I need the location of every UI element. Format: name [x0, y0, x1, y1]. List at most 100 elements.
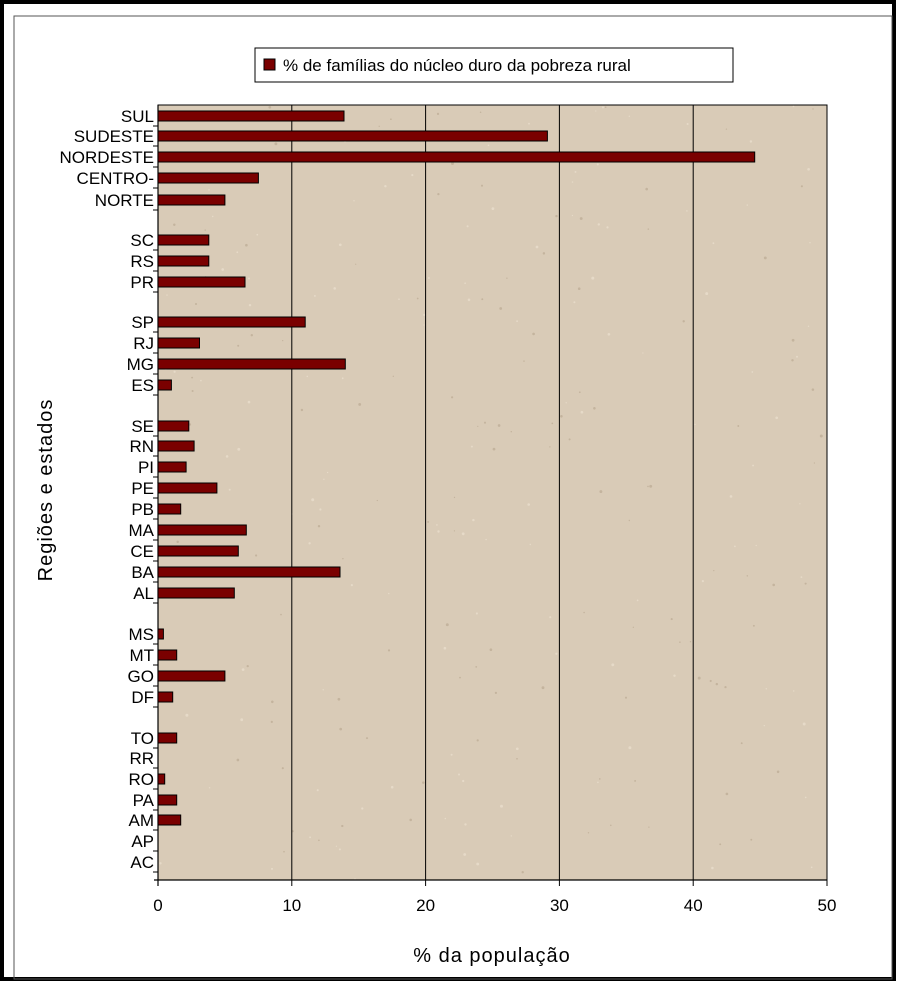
texture-speck [338, 243, 342, 247]
texture-speck [437, 192, 440, 196]
texture-speck [583, 611, 585, 614]
texture-speck [494, 691, 498, 695]
texture-speck [274, 142, 278, 146]
texture-speck [528, 122, 530, 125]
texture-speck [323, 478, 325, 480]
texture-speck [475, 666, 478, 668]
legend-box [254, 47, 734, 83]
texture-speck [713, 569, 715, 572]
bar-sudeste [157, 130, 548, 142]
texture-speck [341, 377, 344, 380]
texture-speck [339, 727, 343, 731]
texture-speck [751, 371, 754, 373]
texture-speck [607, 332, 611, 336]
texture-speck [390, 118, 392, 121]
category-label: AL [133, 584, 154, 603]
texture-speck [694, 423, 696, 426]
x-tick-labels: 0 10 20 30 40 50 [153, 880, 836, 915]
texture-speck [750, 838, 753, 841]
texture-speck [228, 488, 231, 491]
texture-speck [601, 106, 605, 109]
texture-speck [270, 720, 273, 724]
x-axis-title: % da população [413, 945, 570, 967]
legend-label: % de famílias do núcleo duro da pobreza … [283, 56, 631, 75]
texture-speck [579, 217, 583, 220]
texture-speck [311, 498, 315, 502]
y-axis-title: Regiões e estados [35, 399, 57, 582]
texture-speck [596, 163, 599, 166]
texture-speck [477, 425, 479, 428]
category-label: AC [130, 853, 154, 872]
texture-speck [510, 430, 513, 433]
texture-speck [487, 144, 490, 147]
texture-speck [466, 225, 469, 228]
category-label: SUDESTE [74, 127, 154, 146]
texture-speck [453, 530, 456, 532]
texture-speck [248, 303, 252, 307]
bar-pr [157, 276, 246, 288]
texture-speck [673, 674, 676, 677]
texture-speck [411, 174, 414, 177]
texture-speck [725, 792, 729, 796]
bar-pi [157, 461, 187, 473]
bars [153, 110, 756, 873]
texture-speck [443, 646, 447, 650]
texture-speck [185, 713, 189, 717]
texture-speck [268, 105, 272, 109]
plot-background [157, 104, 828, 881]
texture-speck [470, 445, 473, 448]
x-tick-label: 30 [550, 896, 569, 915]
texture-speck [240, 718, 244, 722]
texture-speck [812, 108, 814, 110]
category-label: MG [127, 355, 154, 374]
texture-speck [587, 832, 590, 834]
bar-mg [157, 358, 346, 370]
texture-speck [485, 538, 487, 541]
texture-speck [551, 422, 554, 425]
texture-speck [475, 612, 478, 615]
texture-speck [580, 410, 584, 414]
texture-speck [523, 360, 525, 362]
texture-speck [729, 495, 733, 498]
texture-speck [191, 376, 194, 379]
texture-speck [459, 676, 461, 679]
bar-nordeste [157, 151, 756, 163]
texture-speck [555, 214, 558, 218]
texture-speck [628, 519, 630, 522]
texture-speck [686, 210, 688, 212]
texture-speck [241, 668, 245, 671]
texture-speck [711, 866, 714, 870]
x-tick-label: 50 [818, 896, 837, 915]
texture-speck [211, 215, 214, 218]
texture-speck [225, 455, 229, 458]
texture-speck [597, 781, 599, 784]
texture-speck [491, 207, 495, 211]
texture-speck [577, 287, 581, 291]
texture-speck [725, 128, 728, 130]
texture-speck [624, 696, 628, 699]
texture-speck [648, 826, 650, 828]
texture-speck [317, 524, 321, 528]
texture-speck [628, 746, 632, 750]
texture-speck [387, 649, 391, 652]
texture-speck [237, 344, 240, 347]
texture-speck [365, 737, 369, 740]
texture-speck [388, 592, 390, 595]
texture-speck [809, 241, 811, 244]
texture-speck [604, 106, 607, 108]
texture-speck [341, 824, 344, 828]
texture-speck [752, 624, 755, 627]
texture-speck [159, 862, 162, 865]
texture-speck [705, 292, 709, 296]
texture-speck [724, 685, 727, 689]
texture-speck [813, 462, 816, 464]
texture-speck [549, 446, 551, 448]
texture-speck [755, 544, 757, 547]
texture-speck [479, 111, 482, 113]
texture-speck [792, 105, 795, 108]
texture-speck [535, 245, 539, 249]
legend: % de famílias do núcleo duro da pobreza … [254, 47, 734, 83]
category-label: AP [131, 832, 154, 851]
category-label: PR [130, 273, 154, 292]
texture-speck [316, 789, 319, 792]
